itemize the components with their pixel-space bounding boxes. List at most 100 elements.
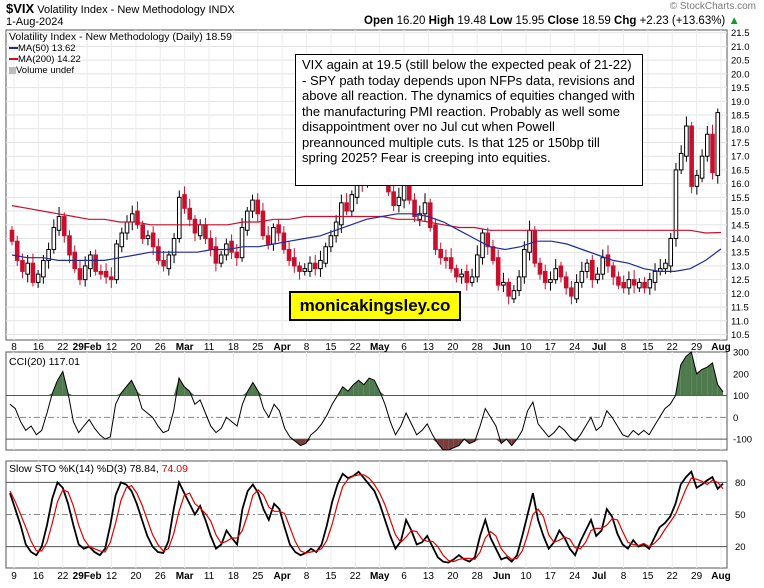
- x-tick-label: Apr: [274, 342, 291, 353]
- candle-body: [135, 210, 140, 226]
- candle-body: [542, 270, 548, 283]
- cci-overbought-fill: [173, 378, 180, 396]
- x-tick-label: 8: [11, 342, 17, 353]
- price-tick-label: 16.5: [731, 165, 750, 176]
- candle-body: [265, 235, 271, 245]
- instrument-name: Volatility Index - New Methodology: [37, 4, 206, 16]
- cci-overbought-fill: [131, 380, 137, 396]
- price-tick-label: 19.0: [731, 97, 750, 108]
- candle-body: [187, 207, 193, 220]
- x-tick-label: 20: [130, 342, 142, 353]
- x-tick-label-bottom: 28: [472, 571, 484, 582]
- candle-body: [276, 224, 281, 234]
- candle-body: [140, 224, 145, 239]
- candle-body: [35, 273, 41, 283]
- candle-body: [171, 237, 177, 256]
- commentary-annotation: VIX again at 19.5 (still below the expec…: [295, 54, 643, 186]
- panel-frame-1: [5, 351, 728, 451]
- cci-tick-label: 300: [733, 348, 749, 359]
- candle-body: [339, 202, 344, 226]
- candle-body: [150, 232, 156, 248]
- cci-overbought-fill: [691, 352, 697, 396]
- candle-body: [652, 270, 658, 283]
- candle-body: [229, 240, 234, 253]
- candle-body: [213, 246, 219, 264]
- candle-body: [579, 270, 585, 283]
- candle-body: [234, 251, 240, 259]
- x-tick-label-bottom: Jun: [493, 571, 511, 582]
- cci-overbought-fill: [701, 367, 708, 396]
- candle-body: [647, 279, 653, 289]
- x-tick-label: Mar: [176, 342, 194, 353]
- x-tick-label-bottom: 15: [642, 571, 654, 582]
- price-tick-label: 18.0: [731, 124, 750, 135]
- cci-overbought-fill: [126, 380, 132, 396]
- candle-body: [302, 268, 308, 272]
- x-tick-label: 8: [621, 342, 627, 353]
- x-tick-label-bottom: Jul: [592, 571, 607, 582]
- x-tick-label: 22: [667, 342, 679, 353]
- cci-overbought-fill: [247, 382, 253, 396]
- candle-body: [605, 254, 611, 267]
- x-tick-label: Jul: [592, 342, 607, 353]
- price-tick-label: 21.0: [731, 42, 750, 53]
- price-tick-label: 17.5: [731, 138, 750, 149]
- x-tick-label-bottom: Mar: [176, 571, 194, 582]
- x-tick-label-bottom: 22: [350, 571, 362, 582]
- brand-banner[interactable]: monicakingsley.co: [289, 291, 461, 321]
- candle-body: [328, 235, 334, 248]
- candle-body: [103, 270, 109, 278]
- candle-body: [438, 248, 443, 259]
- candle-body: [286, 248, 292, 261]
- candle-body: [626, 279, 632, 289]
- price-tick-label: 16.0: [731, 179, 750, 190]
- candle-body: [454, 268, 459, 278]
- x-tick-label: 16: [33, 342, 45, 353]
- x-tick-label-bottom: 29Feb: [73, 571, 102, 582]
- legend-cci: CCI(20) 117.01: [9, 356, 81, 368]
- candle-body: [56, 216, 62, 231]
- candle-body: [396, 196, 402, 207]
- x-tick-label: 11: [204, 342, 215, 353]
- candle-body: [584, 262, 590, 272]
- cci-overbought-fill: [717, 384, 723, 396]
- candle-body: [590, 259, 595, 281]
- legend-volume: Volume undef: [9, 65, 74, 76]
- x-tick-label: Aug: [711, 342, 730, 353]
- candle-body: [684, 125, 689, 157]
- x-tick-label: 15: [325, 342, 337, 353]
- price-tick-label: 20.5: [731, 56, 750, 67]
- x-tick-label-bottom: 15: [325, 571, 337, 582]
- x-tick-label: 28: [472, 342, 484, 353]
- x-tick-label-bottom: 11: [204, 571, 215, 582]
- candle-body: [344, 202, 349, 212]
- candle-body: [495, 257, 501, 286]
- candle-body: [255, 199, 261, 215]
- x-tick-label: 26: [155, 342, 167, 353]
- candle-body: [407, 183, 412, 201]
- candle-body: [30, 262, 36, 283]
- x-tick-label-bottom: 13: [423, 571, 435, 582]
- x-tick-label-bottom: 12: [106, 571, 118, 582]
- x-tick-label-bottom: 20: [447, 571, 459, 582]
- candle-body: [699, 155, 705, 179]
- candle-body: [621, 281, 626, 289]
- candle-body: [119, 232, 125, 248]
- price-tick-label: 17.0: [731, 152, 750, 163]
- candle-body: [433, 224, 438, 250]
- candle-body: [14, 240, 20, 261]
- ma50-line: [11, 213, 722, 272]
- candle-body: [297, 265, 302, 272]
- cci-tick-label: 200: [733, 369, 749, 380]
- candle-body: [25, 262, 30, 275]
- candle-body: [41, 259, 46, 278]
- candle-body: [292, 257, 297, 267]
- x-tick-label-bottom: Apr: [274, 571, 291, 582]
- cci-overbought-fill: [712, 362, 718, 396]
- x-tick-label: 25: [252, 342, 264, 353]
- candle-body: [281, 232, 287, 250]
- candle-body: [563, 276, 569, 289]
- sto-d-line: [9, 474, 724, 563]
- candle-body: [537, 262, 543, 275]
- candle-body: [417, 213, 423, 220]
